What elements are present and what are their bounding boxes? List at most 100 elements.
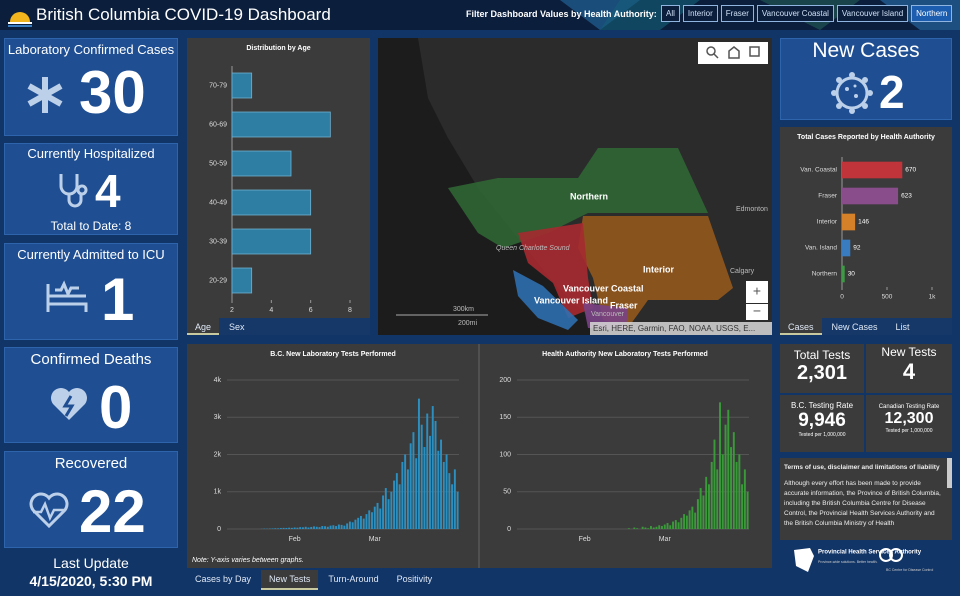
tab[interactable]: Cases by Day — [195, 574, 252, 584]
bar — [398, 484, 401, 529]
bar — [395, 473, 398, 529]
bar — [387, 499, 390, 529]
bar — [842, 239, 851, 257]
tab[interactable]: New Tests — [261, 570, 319, 590]
bar — [420, 424, 423, 529]
bar — [694, 512, 697, 529]
bar — [674, 520, 677, 529]
tests-cell: B.C. Testing Rate 9,946 Tested per 1,000,0… — [780, 395, 864, 452]
phsa-tagline: Province-wide solutions. Better health. — [818, 560, 878, 564]
filter-bar: All Interior Fraser Vancouver Coastal Vancou… — [661, 5, 953, 22]
bar — [393, 480, 396, 529]
card-title: Confirmed Deaths — [30, 351, 152, 368]
y-tick-label: 100 — [499, 451, 511, 458]
data-label: 670 — [905, 167, 916, 174]
bar — [351, 522, 354, 529]
bccdc-logo: BC Centre for Disease Control — [886, 568, 933, 572]
phsa-logo: Provincial Health Services Authority — [818, 550, 922, 556]
filter-button[interactable]: Vancouver Island — [836, 5, 909, 22]
x-tick-label: 8 — [348, 307, 352, 314]
map-tools[interactable] — [698, 42, 768, 64]
zoom-out[interactable] — [746, 304, 768, 320]
x-tick-label: Mar — [659, 536, 672, 543]
icu-card: Currently Admitted to ICU 1 — [4, 243, 178, 340]
bar — [661, 526, 663, 529]
bar — [326, 526, 329, 529]
bar — [343, 525, 346, 529]
bar — [633, 527, 636, 529]
bar — [680, 517, 683, 529]
tests-label: Canadian Testing Rate — [878, 404, 940, 410]
bar — [274, 528, 277, 529]
tab[interactable]: Turn-Around — [328, 574, 379, 584]
tab[interactable]: Positivity — [396, 574, 433, 584]
bar — [277, 528, 280, 529]
dashboard-title: British Columbia COVID-19 Dashboard — [36, 5, 331, 24]
card-title: Currently Hospitalized — [27, 146, 155, 161]
bar — [423, 447, 426, 529]
card-title: Recovered — [54, 455, 128, 472]
tab[interactable]: New Cases — [831, 322, 878, 332]
bar — [716, 469, 719, 529]
card-title: New Cases — [812, 39, 920, 62]
bar — [702, 495, 705, 529]
bar — [842, 187, 899, 205]
y-tick-label: 3k — [214, 414, 222, 421]
bar — [296, 527, 299, 529]
bar — [332, 525, 335, 529]
zoom-in[interactable] — [746, 281, 768, 303]
bar — [337, 524, 340, 529]
recovered-card: Recovered 22 — [4, 451, 178, 548]
y-tick-label: 50-59 — [209, 160, 227, 167]
bar — [727, 409, 730, 529]
bar — [304, 526, 307, 529]
bar — [741, 484, 744, 529]
map-label: Interior — [643, 264, 675, 274]
tests-value: 2,301 — [796, 362, 848, 384]
tab[interactable]: Age — [187, 318, 220, 335]
map-label: Vancouver Coastal — [563, 283, 644, 293]
bar — [627, 528, 630, 529]
card-value: 4 — [95, 165, 121, 217]
filter-button[interactable]: Fraser — [720, 5, 754, 22]
bar — [699, 488, 702, 529]
bar — [677, 522, 680, 529]
bar — [365, 514, 368, 529]
chart-title: Total Cases Reported by Health Authority — [797, 134, 935, 141]
filter-button[interactable]: Northern — [911, 5, 953, 22]
tab[interactable]: Cases — [780, 318, 822, 335]
bar — [299, 527, 302, 529]
heart-pulse-icon — [29, 492, 69, 528]
bar — [406, 469, 409, 529]
y-tick-label: 70-79 — [209, 82, 227, 89]
filter-button[interactable]: Interior — [682, 5, 718, 22]
card-title: Currently Admitted to ICU — [17, 247, 165, 262]
bar — [335, 526, 338, 529]
tab[interactable]: Sex — [229, 322, 245, 332]
zoom-in-label: + — [753, 283, 761, 299]
bar — [649, 526, 652, 529]
filter-button[interactable]: All — [661, 5, 680, 22]
bar — [685, 515, 688, 529]
data-label: 623 — [901, 193, 912, 200]
bar — [231, 150, 292, 177]
bar — [321, 526, 324, 529]
tests-grid: Total Tests 2,301 New Tests 4 B.C. Testing… — [780, 344, 952, 452]
filter-button[interactable]: Vancouver Coastal — [756, 5, 834, 22]
scrollbar[interactable] — [947, 458, 952, 488]
map-label: Queen Charlotte Sound — [496, 245, 571, 252]
bar — [655, 526, 658, 529]
y-tick-label: 200 — [499, 377, 511, 384]
bar — [451, 484, 454, 529]
bar — [401, 461, 404, 529]
y-tick-label: Northern — [812, 271, 838, 278]
tests-label: B.C. Testing Rate — [790, 401, 854, 410]
bar — [652, 527, 655, 529]
ha-chart: Total Cases Reported by Health Authority… — [797, 134, 936, 301]
y-tick-label: Interior — [817, 219, 838, 226]
bar — [440, 439, 443, 529]
tab[interactable]: List — [895, 322, 910, 332]
tests-label: New Tests — [881, 345, 937, 359]
bar — [288, 527, 291, 529]
bar — [688, 510, 691, 529]
